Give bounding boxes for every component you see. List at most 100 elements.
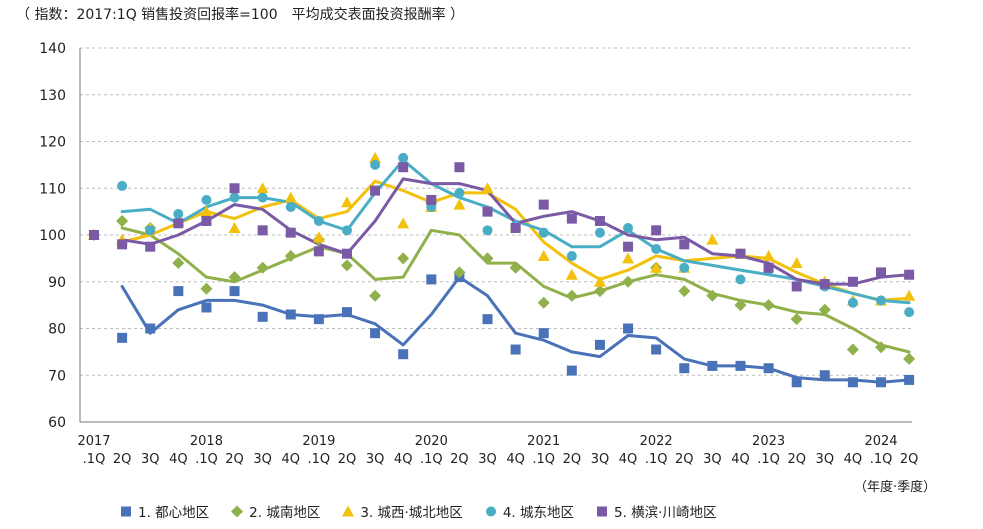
- x-year-label: 2023: [752, 434, 785, 449]
- x-quarter-label: .1Q: [83, 452, 106, 467]
- data-point-series-4: [145, 225, 156, 236]
- data-point-series-5: [679, 239, 690, 250]
- legend-marker-shape: [596, 506, 607, 517]
- x-quarter-label: 4Q: [169, 452, 188, 467]
- x-quarter-label: .1Q: [532, 452, 555, 467]
- x-quarter-label: .1Q: [195, 452, 218, 467]
- data-point-series-1: [482, 314, 493, 325]
- legend-item: 1. 都心地区: [120, 501, 209, 521]
- x-quarter-label: 3Q: [478, 452, 497, 467]
- legend-marker: [231, 505, 244, 517]
- x-year-label: 2020: [415, 434, 448, 449]
- data-point-series-1: [313, 314, 324, 325]
- data-point-series-3: [790, 257, 803, 269]
- data-point-series-1: [819, 370, 830, 381]
- legend-marker: [121, 506, 131, 517]
- data-point-series-3: [340, 196, 353, 208]
- data-point-series-3: [228, 221, 241, 233]
- x-quarter-label: 2Q: [225, 452, 244, 467]
- data-point-series-1: [876, 377, 887, 388]
- data-point-series-1: [735, 360, 746, 371]
- legend-marker-shape: [231, 505, 244, 517]
- data-point-series-4: [257, 192, 268, 203]
- legend-label: 1. 都心地区: [138, 505, 210, 521]
- x-axis-unit-note: （年度·季度）: [854, 480, 937, 495]
- x-quarter-label: 3Q: [703, 452, 722, 467]
- data-point-series-2: [256, 261, 269, 274]
- data-point-series-4: [651, 244, 662, 255]
- legend-label: 2. 城南地区: [249, 505, 321, 521]
- data-point-series-2: [706, 289, 719, 302]
- data-point-series-2: [622, 275, 635, 288]
- data-point-series-3: [565, 268, 578, 280]
- legend-item: 4. 城东地区: [485, 501, 574, 521]
- data-point-series-4: [679, 262, 690, 273]
- data-point-series-2: [116, 214, 129, 227]
- data-point-series-5: [791, 281, 802, 292]
- x-quarter-label: 2Q: [900, 452, 919, 467]
- data-point-series-5: [623, 241, 634, 252]
- data-point-series-5: [482, 206, 493, 217]
- legend-marker-shape: [342, 505, 355, 517]
- data-point-series-2: [678, 285, 691, 298]
- x-quarter-label: 3Q: [141, 452, 160, 467]
- data-point-series-4: [454, 187, 465, 198]
- data-point-series-5: [173, 218, 184, 229]
- data-point-series-2: [903, 352, 916, 365]
- chart-legend: 1. 都心地区 2. 城南地区 3. 城西·城北地区 4. 城东地区 5. 横滨·川崎地…: [120, 501, 716, 521]
- data-point-series-5: [819, 279, 830, 290]
- data-point-series-2: [509, 261, 522, 274]
- data-point-series-5: [370, 185, 381, 196]
- data-point-series-2: [734, 299, 747, 312]
- data-point-series-1: [763, 363, 774, 374]
- x-year-label: 2021: [527, 434, 560, 449]
- data-point-series-4: [623, 222, 634, 233]
- y-tick-label: 90: [48, 275, 66, 291]
- trend-line-series-1: [120, 275, 911, 384]
- x-year-label: 2018: [190, 434, 223, 449]
- data-point-series-4: [398, 152, 409, 163]
- legend-item: 3. 城西·城北地区: [342, 501, 463, 521]
- data-point-series-3: [284, 191, 297, 203]
- data-point-series-2: [481, 252, 494, 265]
- x-quarter-label: .1Q: [308, 452, 331, 467]
- data-point-series-3: [762, 250, 775, 262]
- data-point-series-3: [650, 261, 663, 273]
- data-point-series-5: [566, 213, 577, 224]
- legend-marker: [596, 506, 607, 517]
- data-point-series-1: [117, 332, 128, 343]
- data-point-series-5: [313, 246, 324, 257]
- legend-label: 3. 城西·城北地区: [360, 505, 463, 521]
- x-quarter-label: 4Q: [844, 452, 863, 467]
- data-point-series-5: [847, 276, 858, 287]
- x-quarter-label: .1Q: [870, 452, 893, 467]
- x-quarter-label: 3Q: [366, 452, 385, 467]
- data-point-series-1: [398, 349, 409, 360]
- data-point-series-4: [482, 225, 493, 236]
- data-point-series-2: [818, 303, 831, 316]
- x-quarter-label: 3Q: [816, 452, 835, 467]
- data-point-series-3: [312, 231, 325, 243]
- x-quarter-label: 2Q: [113, 452, 132, 467]
- x-quarter-label: 2Q: [787, 452, 806, 467]
- data-point-series-5: [876, 267, 887, 278]
- data-point-series-5: [651, 225, 662, 236]
- data-point-series-3: [200, 205, 213, 217]
- data-point-series-4: [538, 227, 549, 238]
- data-point-series-5: [763, 262, 774, 273]
- data-point-series-1: [145, 323, 156, 334]
- data-point-series-1: [426, 274, 437, 285]
- data-point-series-3: [453, 198, 466, 210]
- trend-line-series-3: [120, 179, 911, 302]
- data-point-series-3: [397, 217, 410, 229]
- y-tick-label: 100: [39, 228, 66, 244]
- data-point-series-5: [538, 199, 549, 210]
- data-point-series-4: [341, 225, 352, 236]
- data-point-series-1: [679, 363, 690, 374]
- legend-marker-shape: [485, 506, 496, 517]
- data-point-series-2: [565, 289, 578, 302]
- data-point-series-5: [257, 225, 268, 236]
- data-point-series-5: [735, 248, 746, 259]
- data-point-series-5: [229, 183, 240, 194]
